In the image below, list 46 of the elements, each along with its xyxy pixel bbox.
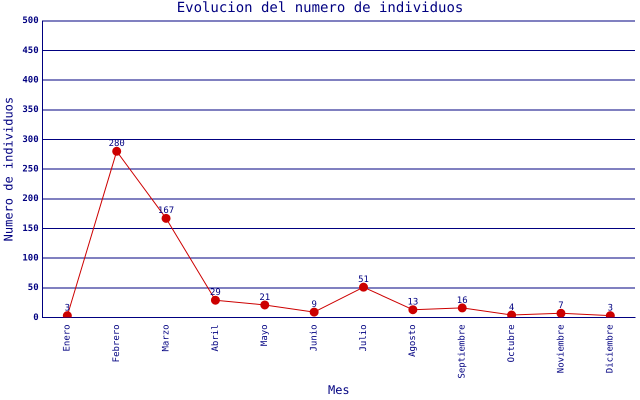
point [458,303,467,312]
data-label: 9 [311,300,317,310]
x-axis-title: Mes [328,382,350,397]
y-tick-label: 200 [22,194,39,204]
data-label: 4 [508,302,514,313]
data-label: 51 [358,275,369,286]
chart-title: Evolucion del numero de individuos [176,0,464,16]
point [556,308,566,318]
data-label: 3 [64,303,70,314]
x-tick-label: Agosto [408,324,418,357]
point [310,308,319,317]
y-tick-label: 500 [22,16,39,26]
y-tick-label: 350 [22,105,39,116]
point [210,296,220,305]
y-tick-label: 100 [22,253,39,264]
data-label: 13 [407,298,418,308]
x-tick-label: Octubre [506,324,517,362]
x-tick-label: Noviembre [556,324,566,374]
point [507,310,516,318]
point [359,282,368,292]
x-tick-label: Marzo [161,324,172,352]
y-tick-label: 50 [28,283,39,294]
point [408,305,418,314]
data-label: 7 [558,301,564,312]
point [112,146,122,156]
y-tick-label: 450 [22,46,39,56]
data-label: 21 [259,292,270,303]
y-tick-label: 300 [22,134,39,145]
data-label: 29 [210,288,221,298]
x-tick-label: Mayo [260,324,270,346]
y-tick-label: 250 [22,164,39,174]
data-label: 3 [608,303,614,314]
data-label: 16 [456,296,468,306]
x-tick-label: Febrero [112,324,122,362]
x-tick-label: Junio [309,324,320,352]
x-tick-label: Julio [358,324,369,352]
point [260,300,270,310]
x-tick-label: Septiembre [458,324,468,379]
x-tick-label: Abril [210,324,221,352]
y-tick-label: 150 [22,224,39,234]
x-tick-label: Enero [62,324,73,352]
point [162,214,171,223]
y-axis-title: Numero de individuos [1,96,16,242]
y-tick-label: 400 [22,75,39,86]
x-tick-label: Diciembre [606,324,616,374]
y-tick-label: 0 [33,312,39,323]
